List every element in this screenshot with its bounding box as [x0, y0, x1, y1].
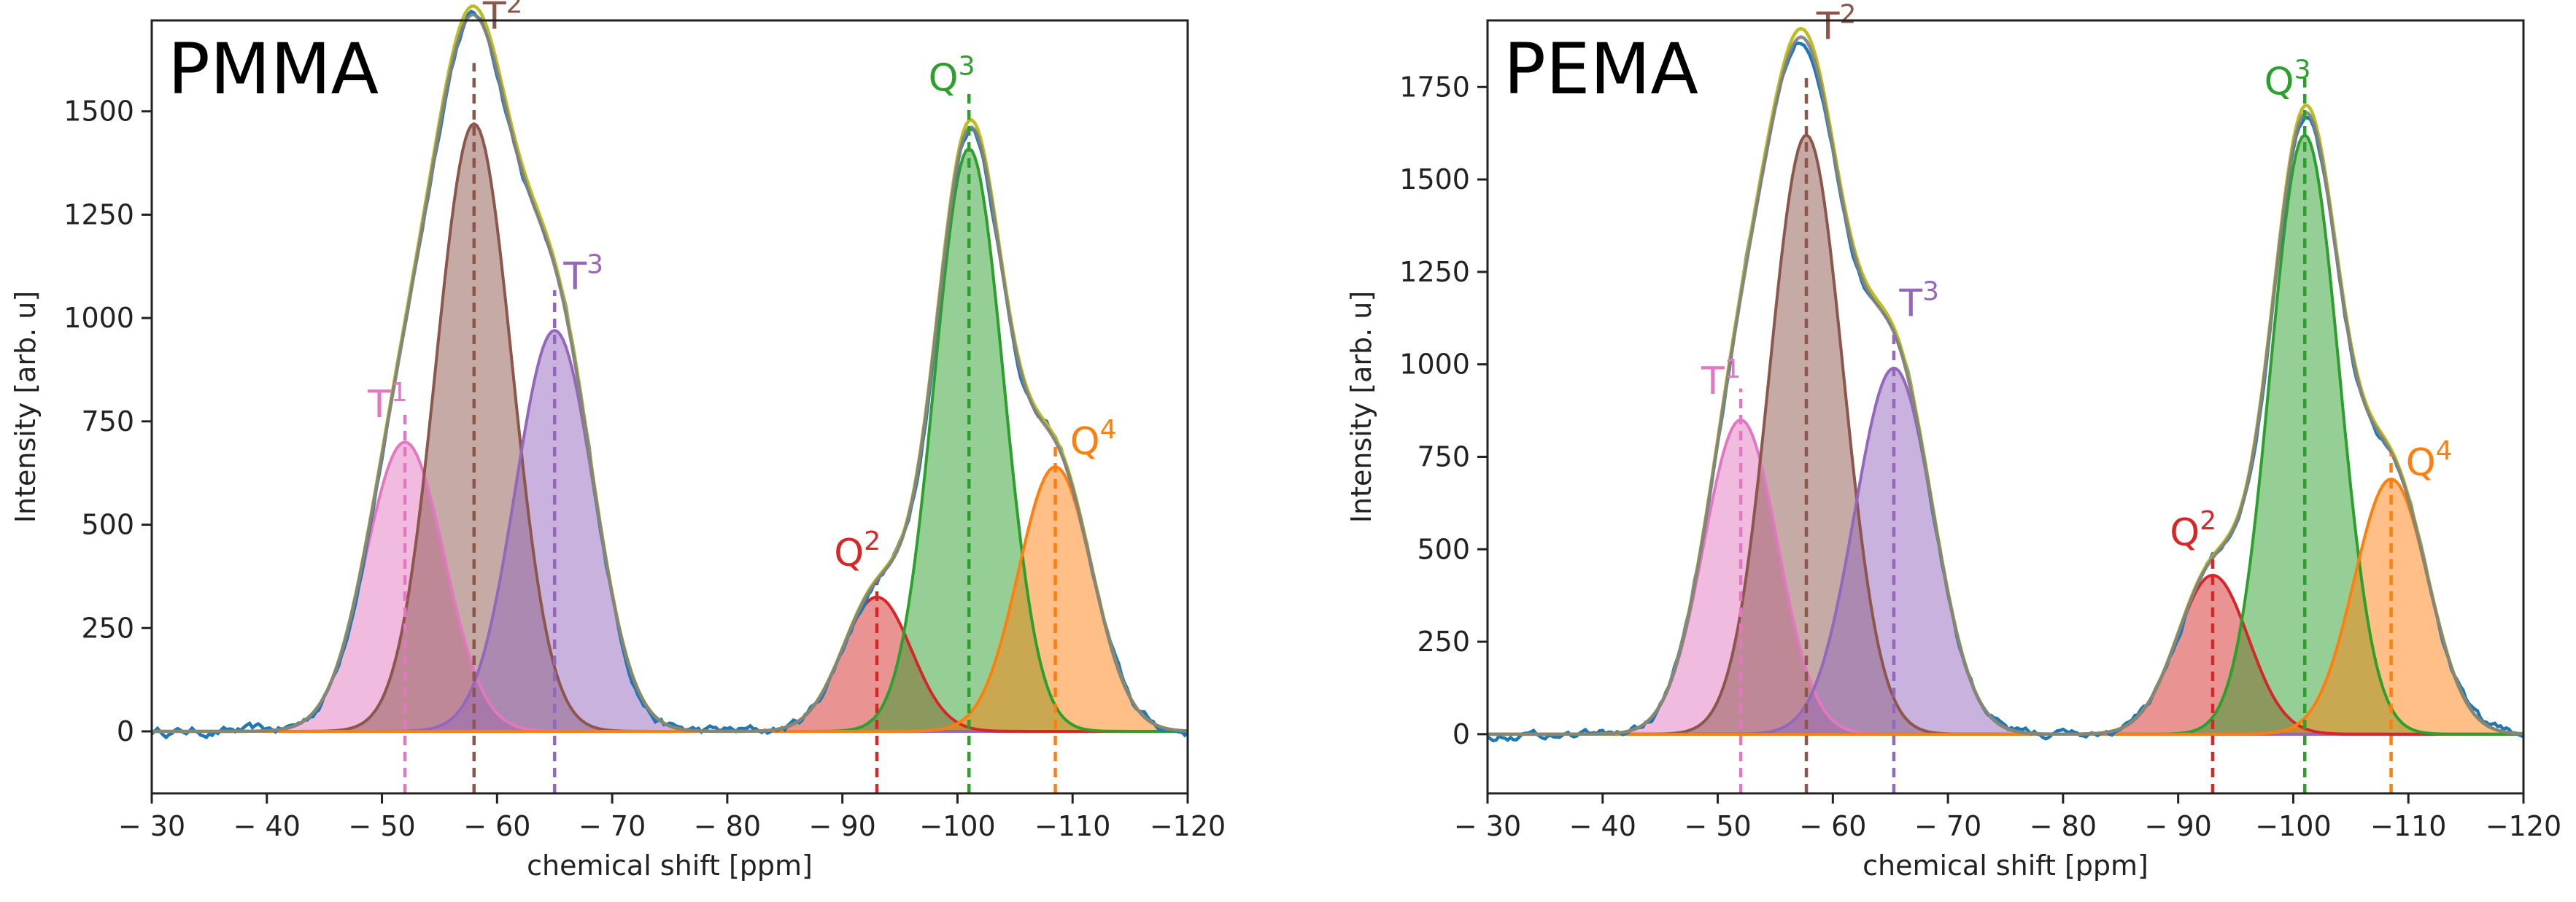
y-tick-label: 250: [81, 612, 134, 644]
y-axis-ticks: 0 250 500 750 1000 1250 1500 1750: [1399, 71, 1488, 750]
peak-center-markers: [1738, 75, 2393, 793]
component-line-Q4: [152, 465, 1188, 733]
x-tick-label: − 40: [1569, 810, 1636, 842]
envelope-line: [1488, 35, 2524, 736]
peak-label-Q2: Q2: [834, 526, 881, 575]
chart-title: PMMA: [168, 28, 379, 110]
x-tick-label: − 70: [1914, 810, 1981, 842]
x-tick-label: − 90: [2145, 810, 2212, 842]
peak-center-markers: [403, 63, 1057, 793]
x-tick-label: − 90: [809, 810, 876, 842]
peak-label-T1: T1: [1701, 354, 1741, 403]
y-tick-label: 1500: [1399, 163, 1470, 195]
x-axis-label: chemical shift [ppm]: [1863, 849, 2148, 882]
x-tick-label: − 30: [118, 810, 185, 842]
component-area-Q3: [1488, 135, 2523, 734]
y-tick-label: 750: [1417, 440, 1470, 473]
plot-frame: [1486, 19, 2525, 795]
y-tick-label: 0: [1453, 718, 1470, 750]
y-tick-label: 500: [1417, 533, 1470, 565]
peak-label-Q4: Q4: [1070, 415, 1117, 464]
peak-label-Q2: Q2: [2170, 506, 2216, 555]
component-area-Q4: [152, 467, 1188, 731]
x-axis-ticks: − 30 − 40 − 50 − 60 − 70 − 80 − 90 −100 −110 −120: [1454, 793, 2561, 842]
plot-frame: [150, 19, 1189, 795]
component-lines: [150, 4, 1189, 740]
y-tick-label: 750: [81, 405, 134, 438]
y-tick-label: 1750: [1399, 71, 1470, 103]
x-tick-label: − 40: [233, 810, 301, 842]
x-tick-label: − 50: [348, 810, 415, 842]
x-axis-label: chemical shift [ppm]: [527, 849, 813, 882]
component-area-Q3: [152, 148, 1188, 731]
y-tick-label: 1500: [63, 96, 134, 128]
chart-title: PEMA: [1504, 28, 1698, 110]
x-tick-label: −100: [919, 810, 995, 842]
x-tick-label: − 30: [1454, 810, 1521, 842]
peak-label-T2: T2: [1816, 0, 1857, 48]
y-axis-ticks: 0 250 500 750 1000 1250 1500: [63, 96, 152, 747]
x-tick-label: −120: [2486, 810, 2561, 842]
component-line-Q4: [1488, 477, 2524, 736]
y-axis-label: Intensity [arb. u]: [9, 291, 42, 523]
component-area-T2: [1488, 135, 2523, 734]
x-tick-label: −120: [1150, 810, 1226, 842]
y-tick-label: 500: [81, 509, 134, 541]
peak-label-Q3: Q3: [929, 51, 975, 100]
x-tick-label: − 60: [463, 810, 530, 842]
x-tick-label: −110: [2370, 810, 2446, 842]
envelope-line: [152, 12, 1188, 734]
component-lines: [1486, 26, 2524, 743]
peak-label-T3: T3: [562, 249, 603, 298]
peak-label-T2: T2: [482, 0, 523, 38]
peak-labels: T1 T2 T3 Q2 Q3 Q4: [1701, 0, 2453, 555]
peak-label-T1: T1: [367, 378, 408, 427]
y-axis-label: Intensity [arb. u]: [1345, 291, 1377, 523]
peak-label-T3: T3: [1898, 277, 1939, 326]
peak-label-Q3: Q3: [2264, 55, 2311, 104]
component-fills: [1488, 135, 2523, 734]
x-tick-label: − 80: [694, 810, 761, 842]
y-tick-label: 1250: [1399, 256, 1470, 288]
x-tick-label: − 70: [579, 810, 646, 842]
y-tick-label: 0: [117, 715, 134, 747]
component-area-Q4: [1488, 478, 2523, 734]
pema-chart: T1 T2 T3 Q2 Q3 Q4 − 30 − 40 − 50 − 60 − 70 − 80 − 9…: [1345, 0, 2561, 882]
component-fills: [152, 123, 1188, 732]
y-tick-label: 250: [1417, 626, 1470, 658]
x-tick-label: − 50: [1684, 810, 1751, 842]
peak-label-Q4: Q4: [2406, 436, 2453, 485]
x-tick-label: −100: [2255, 810, 2331, 842]
x-tick-label: − 60: [1799, 810, 1866, 842]
x-tick-label: −110: [1034, 810, 1110, 842]
pmma-chart: T1 T2 T3 Q2 Q3 Q4 − 30 − 40 − 50 − 60 − 70 − 80 − 9…: [9, 0, 1226, 882]
y-tick-label: 1250: [63, 198, 134, 230]
y-tick-label: 1000: [1399, 349, 1470, 381]
x-axis-ticks: − 30 − 40 − 50 − 60 − 70 − 80 − 90 −100 −110 −120: [118, 793, 1226, 842]
peak-labels: T1 T2 T3 Q2 Q3 Q4: [367, 0, 1116, 575]
y-tick-label: 1000: [63, 302, 134, 334]
x-tick-label: − 80: [2030, 810, 2097, 842]
